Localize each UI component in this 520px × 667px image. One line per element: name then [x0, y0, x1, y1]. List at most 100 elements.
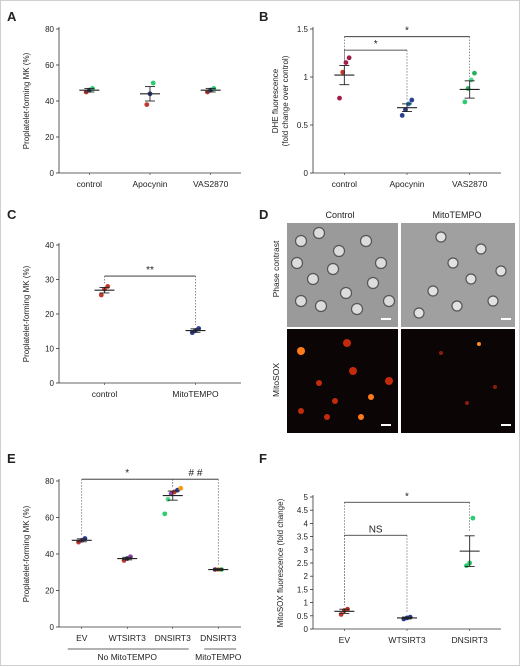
data-point [150, 80, 156, 86]
y-tick-label: 3.5 [297, 533, 309, 542]
x-category-label: WTSIRT3 [109, 633, 146, 643]
y-tick-label: 40 [45, 241, 54, 250]
y-tick-label: 1.5 [297, 585, 309, 594]
cell [294, 234, 308, 248]
cell [475, 243, 487, 255]
cell [294, 294, 308, 308]
chart-c-proplatelet-mitotempo: 0 10 20 30 40 Proplatelet-forming MK (%) contr… [22, 241, 241, 399]
panel-letter-e: E [7, 451, 16, 466]
cell [495, 265, 507, 277]
fluorescent-spot [439, 351, 443, 355]
cell [290, 256, 304, 270]
y-tick-label: 20 [45, 310, 54, 319]
group-label: MitoTEMPO [195, 652, 242, 662]
x-category-label: EV [339, 635, 351, 645]
micro-header-mitotempo: MitoTEMPO [432, 210, 481, 220]
fluorescent-spot [324, 414, 330, 420]
significance-label: * [125, 468, 129, 479]
y-tick-label: 30 [45, 276, 54, 285]
significance-label: * [374, 39, 378, 50]
cell [339, 286, 353, 300]
data-point [337, 95, 342, 101]
fluorescent-spot [297, 347, 305, 355]
data-point [462, 99, 468, 105]
y-tick-label: 0 [304, 625, 309, 634]
cell [366, 276, 380, 290]
y-tick-label: 3 [304, 546, 309, 555]
data-point [165, 496, 171, 502]
y-axis-label: Proplatelet-forming MK (%) [22, 505, 31, 602]
y-tick-label: 4.5 [297, 506, 309, 515]
cell [382, 294, 396, 308]
fluorescent-spot [349, 367, 357, 375]
y-tick-label: 5 [304, 493, 309, 502]
x-category-label: control [92, 389, 118, 399]
y-tick-label: 60 [45, 61, 54, 70]
y-tick-label: 0.5 [297, 121, 309, 130]
panel-letter-d: D [259, 207, 268, 222]
y-tick-label: 1.5 [297, 25, 309, 34]
data-point [162, 511, 168, 517]
cell [314, 299, 328, 313]
significance-label: # # [189, 468, 203, 479]
y-tick-label: 4 [304, 519, 309, 528]
fluorescent-spot [298, 408, 304, 414]
fluorescent-spot [385, 377, 393, 385]
x-category-label: WTSIRT3 [388, 635, 425, 645]
y-tick-label: 1 [304, 73, 309, 82]
y-tick-label: 0 [50, 169, 55, 178]
data-point [409, 97, 415, 103]
cell [413, 307, 425, 319]
panel-letter-b: B [259, 9, 268, 24]
chart-f-mitosox-sirt3: 0 0.5 1 1.5 2 2.5 3 3.5 4 4.5 5 MitoSOX fluorescenc… [276, 491, 501, 645]
cell [427, 285, 439, 297]
data-point [98, 292, 104, 298]
y-axis-label: Proplatelet-forming MK (%) [22, 52, 31, 149]
data-point [470, 515, 476, 521]
mitosox-image-mitotempo [401, 329, 515, 433]
x-category-label: Apocynin [390, 179, 425, 189]
group-label: No MitoTEMPO [97, 652, 157, 662]
cell [374, 256, 388, 270]
chart-b-dhe-fluorescence: 0 0.5 1 1.5 DHE fluorescence(fold change ove… [271, 25, 501, 189]
data-point [144, 102, 150, 107]
fluorescent-spot [358, 414, 364, 420]
y-tick-label: 40 [45, 97, 54, 106]
y-tick-label: 0 [50, 623, 55, 632]
fluorescent-spot [465, 401, 469, 405]
y-tick-label: 2.5 [297, 559, 309, 568]
data-point [343, 60, 349, 65]
y-tick-label: 1 [304, 599, 309, 608]
y-axis-label: MitoSOX fluorescence (fold change) [276, 498, 285, 627]
fluorescent-spot [477, 342, 481, 346]
y-tick-label: 60 [45, 514, 54, 523]
data-point [399, 113, 405, 118]
y-tick-label: 40 [45, 550, 54, 559]
fluorescent-spot [368, 394, 374, 400]
panel-letter-f: F [259, 451, 267, 466]
micro-row-phase: Phase contrast [271, 240, 281, 297]
x-category-label: MitoTEMPO [172, 389, 219, 399]
data-point [128, 554, 133, 560]
data-point [346, 55, 352, 61]
significance-label: * [405, 26, 409, 37]
significance-label: * [405, 491, 409, 502]
x-category-label: DNSIRT3 [200, 633, 236, 643]
chart-a-proplatelet-inhibitors: 0 20 40 60 80 Proplatelet-forming MK (%) contr… [22, 25, 241, 189]
significance-label: ** [146, 265, 154, 276]
fluorescent-spot [493, 385, 497, 389]
mitosox-image-control [287, 329, 398, 433]
fluorescent-spot [316, 380, 322, 386]
cell [359, 234, 373, 248]
data-point [105, 284, 111, 289]
fluorescent-spot [332, 398, 338, 404]
data-point [338, 612, 344, 617]
x-category-label: DNSIRT3 [155, 633, 191, 643]
panel-letter-c: C [7, 207, 17, 222]
cell [326, 262, 340, 276]
microscopy-panel: Control MitoTEMPO Phase contrast MitoSOX [271, 210, 515, 433]
y-tick-label: 0.5 [297, 612, 309, 621]
cell [435, 231, 447, 243]
y-tick-label: 2 [304, 572, 309, 581]
cell [465, 273, 477, 285]
